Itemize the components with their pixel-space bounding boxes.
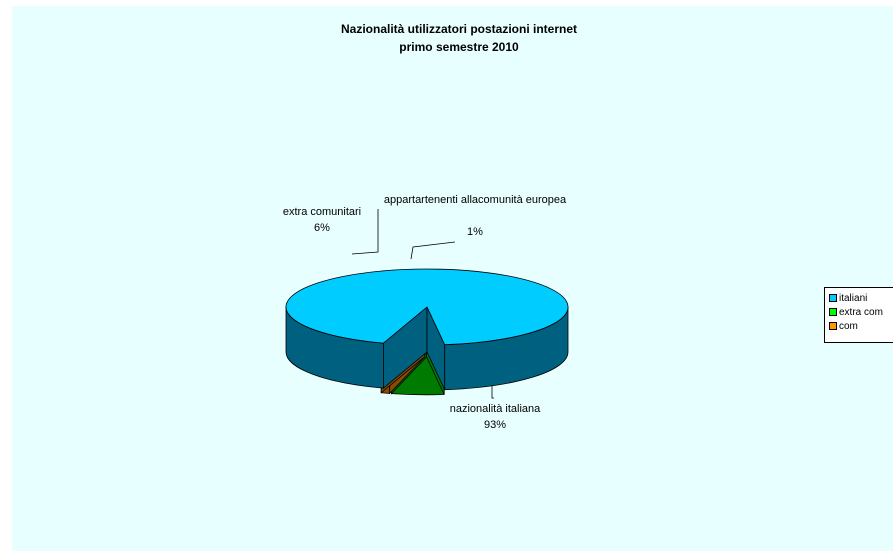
legend-label: com	[839, 320, 858, 332]
legend-swatch	[829, 322, 837, 330]
label-extra-value: 6%	[314, 222, 330, 234]
label-extra-name: extra comunitari	[283, 206, 361, 218]
leader-line-0	[351, 209, 379, 255]
leader-lines	[351, 209, 494, 399]
label-eu-name: appartartenenti allacomunità europea	[384, 194, 567, 206]
legend-item: italiani	[829, 291, 893, 305]
pie-slice-0	[285, 268, 569, 391]
chart-subtitle: primo semestre 2010	[399, 40, 519, 54]
label-eu-value: 1%	[467, 226, 483, 238]
pie-slice-top	[285, 268, 569, 346]
legend: italiani extra com com	[824, 287, 893, 343]
leader-line-1	[410, 241, 456, 260]
legend-swatch	[829, 308, 837, 316]
label-it-name: nazionalità italiana	[450, 403, 541, 415]
pie-slices	[285, 268, 569, 396]
legend-label: italiani	[839, 292, 868, 304]
leader-line-2	[491, 385, 494, 399]
legend-item: com	[829, 319, 893, 333]
legend-swatch	[829, 294, 837, 302]
legend-label: extra com	[839, 306, 883, 318]
legend-item: extra com	[829, 305, 893, 319]
chart-title: Nazionalità utilizzatori postazioni inte…	[341, 22, 577, 36]
label-it-value: 93%	[484, 419, 506, 431]
